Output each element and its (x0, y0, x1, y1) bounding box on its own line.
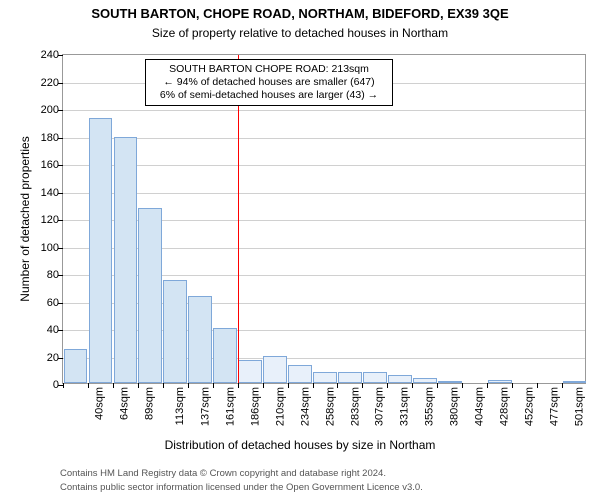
y-tick-label: 120 (41, 214, 59, 226)
y-tick-mark (58, 193, 63, 194)
y-tick-mark (58, 358, 63, 359)
x-tick-mark (188, 383, 189, 388)
y-tick-mark (58, 110, 63, 111)
bar (488, 380, 512, 383)
x-tick-mark (337, 383, 338, 388)
x-tick-mark (512, 383, 513, 388)
y-tick-label: 180 (41, 132, 59, 144)
bar (338, 372, 362, 383)
x-tick-label: 258sqm (325, 383, 336, 426)
x-tick-label: 234sqm (300, 383, 311, 426)
annotation-line-3: 6% of semi-detached houses are larger (4… (151, 89, 387, 102)
x-tick-mark (88, 383, 89, 388)
x-tick-mark (163, 383, 164, 388)
x-tick-mark (362, 383, 363, 388)
x-tick-mark (537, 383, 538, 388)
y-tick-label: 220 (41, 77, 59, 89)
chart-title: SOUTH BARTON, CHOPE ROAD, NORTHAM, BIDEF… (0, 6, 600, 21)
bar (563, 381, 587, 383)
y-tick-mark (58, 55, 63, 56)
x-tick-label: 89sqm (144, 383, 155, 420)
x-tick-mark (313, 383, 314, 388)
bar (363, 372, 387, 383)
x-tick-label: 477sqm (550, 383, 561, 426)
bar (64, 349, 88, 383)
bar (138, 208, 162, 383)
y-tick-mark (58, 303, 63, 304)
x-tick-label: 186sqm (250, 383, 261, 426)
x-tick-mark (113, 383, 114, 388)
annotation-box: SOUTH BARTON CHOPE ROAD: 213sqm← 94% of … (145, 59, 393, 106)
x-tick-label: 161sqm (225, 383, 236, 426)
x-tick-mark (288, 383, 289, 388)
x-tick-label: 355sqm (425, 383, 436, 426)
bar (213, 328, 237, 383)
bar (313, 372, 337, 383)
x-tick-mark (63, 383, 64, 388)
annotation-line-2: ← 94% of detached houses are smaller (64… (151, 76, 387, 89)
bar (89, 118, 113, 383)
x-axis-label: Distribution of detached houses by size … (0, 438, 600, 452)
x-tick-label: 210sqm (275, 383, 286, 426)
y-tick-mark (58, 83, 63, 84)
y-tick-label: 140 (41, 187, 59, 199)
y-tick-label: 100 (41, 242, 59, 254)
bar (263, 356, 287, 384)
x-tick-mark (487, 383, 488, 388)
y-tick-label: 240 (41, 49, 59, 61)
y-tick-mark (58, 330, 63, 331)
x-tick-label: 137sqm (200, 383, 211, 426)
bar (413, 378, 437, 384)
x-tick-label: 113sqm (175, 383, 186, 425)
y-tick-mark (58, 275, 63, 276)
x-tick-mark (213, 383, 214, 388)
bar (388, 375, 412, 383)
y-tick-mark (58, 248, 63, 249)
x-tick-label: 428sqm (500, 383, 511, 426)
y-axis-label: Number of detached properties (18, 54, 32, 384)
grid-line (63, 193, 585, 194)
bar (238, 360, 262, 383)
x-tick-mark (412, 383, 413, 388)
x-tick-mark (387, 383, 388, 388)
grid-line (63, 110, 585, 111)
y-tick-mark (58, 165, 63, 166)
bar (114, 137, 138, 383)
x-tick-label: 331sqm (400, 383, 411, 426)
annotation-line-1: SOUTH BARTON CHOPE ROAD: 213sqm (151, 63, 387, 76)
footer-line-2: Contains public sector information licen… (60, 482, 423, 493)
plot-area: 02040608010012014016018020022024040sqm64… (62, 54, 586, 384)
footer-line-1: Contains HM Land Registry data © Crown c… (60, 468, 386, 479)
x-tick-label: 283sqm (350, 383, 361, 426)
grid-line (63, 138, 585, 139)
x-tick-label: 307sqm (375, 383, 386, 426)
x-tick-mark (138, 383, 139, 388)
bar (188, 296, 212, 383)
x-tick-label: 64sqm (119, 383, 130, 420)
chart-container: SOUTH BARTON, CHOPE ROAD, NORTHAM, BIDEF… (0, 0, 600, 500)
bar (163, 280, 187, 383)
x-tick-label: 404sqm (475, 383, 486, 426)
grid-line (63, 165, 585, 166)
x-tick-label: 40sqm (95, 383, 106, 420)
y-tick-mark (58, 138, 63, 139)
x-tick-label: 380sqm (450, 383, 461, 426)
x-tick-mark (263, 383, 264, 388)
y-tick-label: 200 (41, 104, 59, 116)
x-tick-mark (562, 383, 563, 388)
y-tick-mark (58, 220, 63, 221)
bar (288, 365, 312, 383)
x-tick-mark (238, 383, 239, 388)
y-tick-label: 160 (41, 159, 59, 171)
chart-subtitle: Size of property relative to detached ho… (0, 26, 600, 40)
x-tick-mark (437, 383, 438, 388)
bar (438, 381, 462, 383)
x-tick-label: 501sqm (575, 383, 586, 426)
x-tick-label: 452sqm (525, 383, 536, 426)
x-tick-mark (462, 383, 463, 388)
